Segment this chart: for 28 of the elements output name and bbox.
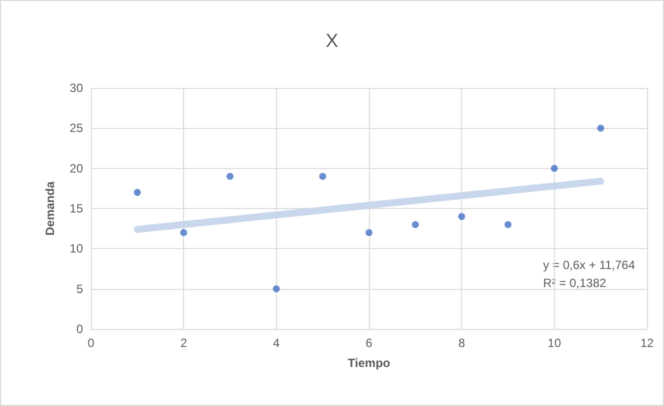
y-tick-label: 10: [70, 242, 84, 256]
x-tick-label: 2: [180, 336, 188, 350]
y-axis-title: Demanda: [43, 181, 57, 236]
point: [412, 221, 419, 228]
point: [226, 172, 234, 180]
y-tick-label: 15: [70, 202, 84, 216]
point: [504, 221, 512, 228]
y-tick-label: 25: [70, 121, 84, 136]
x-tick-label: 0: [88, 336, 95, 350]
y-tick-label: 30: [70, 81, 84, 95]
x-tick-label: 6: [366, 336, 373, 350]
x-axis-title: Tiempo: [348, 356, 390, 370]
point: [550, 164, 558, 172]
point: [366, 229, 372, 236]
y-tick-label: 20: [70, 161, 84, 176]
y-tick-label: 0: [76, 322, 84, 336]
y-tick-label: 5: [76, 282, 84, 296]
chart-title: X: [326, 31, 339, 52]
point: [597, 124, 604, 132]
x-tick-label: 12: [640, 336, 654, 350]
x-tick-label: 4: [272, 336, 280, 350]
x-tick-label: 8: [458, 336, 466, 350]
point: [134, 188, 141, 196]
x-tick-label: 10: [548, 336, 562, 350]
point: [180, 229, 188, 236]
point: [458, 213, 466, 220]
point: [272, 285, 280, 292]
point: [319, 172, 326, 180]
